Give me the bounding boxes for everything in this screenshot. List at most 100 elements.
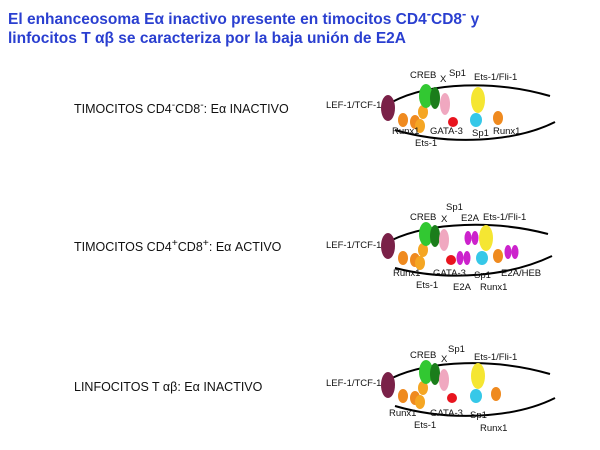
runx1-factor (398, 389, 408, 403)
title-alpha: α (154, 11, 164, 29)
title-sup: - (426, 6, 432, 21)
creb-factor (419, 222, 433, 246)
row-label-text: LINFOCITOS T (74, 380, 163, 394)
row-label-text: : Eα ACTIVO (208, 240, 282, 255)
gata3-factor (448, 117, 458, 127)
label-sp1-bottom: Sp1 (470, 410, 487, 421)
enhanceosome-diagram-2 (381, 222, 553, 277)
row-label-text: : Eα INACTIVO (177, 380, 263, 394)
e2a-factor (464, 231, 472, 245)
label-runx1-left: Runx1 (389, 408, 417, 419)
label-e2a-top: E2A (461, 213, 479, 224)
label-lef1-tcf1: LEF-1/TCF-1 (326, 378, 382, 389)
row-label-text: CD8 (177, 240, 203, 255)
enhanceosome-diagram-1 (381, 84, 556, 141)
gata3-factor (447, 393, 457, 403)
label-runx1-right: Runx1 (480, 282, 508, 293)
row-label-cd4pos-cd8pos: TIMOCITOS CD4+CD8+: Eα ACTIVO (74, 238, 281, 254)
row-label-sup: + (171, 238, 178, 249)
label-ets1-fli1: Ets-1/Fli-1 (483, 212, 527, 223)
label-creb: CREB (410, 212, 437, 223)
row-label-sup: + (202, 238, 209, 249)
lef1-tcf1-factor (381, 372, 395, 398)
label-sp1-top: Sp1 (449, 68, 466, 79)
label-e2a-bottom: E2A (453, 282, 471, 293)
lef1-tcf1-factor (381, 95, 395, 121)
dna-strand-bottom (394, 121, 556, 141)
e2a-heb-factor (511, 245, 519, 259)
dna-strand-bottom (394, 255, 553, 277)
row-label-text: : Eα INACTIVO (203, 102, 289, 117)
enhanceosome-panel-3: LEF-1/TCF-1 CREB X Sp1 Ets-1/Fli-1 Runx1… (320, 340, 590, 440)
label-runx1-right: Runx1 (493, 126, 521, 137)
title-text: y (466, 11, 480, 29)
label-sp1-bottom: Sp1 (474, 270, 491, 281)
enhanceosome-diagram-3 (381, 360, 556, 417)
x-factor (430, 363, 440, 385)
creb-factor (419, 360, 433, 384)
label-runx1-left: Runx1 (392, 126, 420, 137)
ets1-factor (418, 243, 428, 257)
sp1-blue-factor (476, 251, 488, 265)
e2a-factor (471, 231, 479, 245)
label-lef1-tcf1: LEF-1/TCF-1 (326, 240, 382, 251)
ets1-factor (418, 105, 428, 119)
runx1-factor (493, 249, 503, 263)
label-lef1-tcf1: LEF-1/TCF-1 (326, 100, 382, 111)
label-ets1-fli1: Ets-1/Fli-1 (474, 72, 518, 83)
sp1-blue-factor (470, 113, 482, 127)
label-creb: CREB (410, 350, 437, 361)
row-label-sup: - (200, 100, 204, 111)
x-factor (430, 87, 440, 109)
dna-strand-top (391, 84, 551, 103)
ets1-factor (418, 381, 428, 395)
label-ets1: Ets-1 (414, 420, 437, 431)
sp1-blue-factor (470, 389, 482, 403)
row-label-linfocitos: LINFOCITOS T αβ: Eα INACTIVO (74, 380, 262, 394)
runx1-factor (398, 251, 408, 265)
label-runx1-left: Runx1 (393, 268, 421, 279)
label-x: X (440, 74, 447, 85)
sp1-factor (440, 93, 450, 115)
enhanceosome-panel-1: LEF-1/TCF-1 CREB X Sp1 Ets-1/Fli-1 Runx1… (320, 64, 590, 164)
label-ets1: Ets-1 (415, 138, 438, 149)
runx1-factor (491, 387, 501, 401)
label-runx1-right: Runx1 (480, 423, 508, 434)
lef1-tcf1-factor (381, 233, 395, 259)
row-label-text: CD8 (175, 102, 201, 117)
label-x: X (441, 354, 448, 365)
dna-strand-top (391, 223, 549, 241)
row-label-text: TIMOCITOS CD4 (74, 240, 172, 255)
e2a-factor (463, 251, 471, 265)
sp1-factor (439, 229, 449, 251)
row-label-sup: - (171, 100, 176, 111)
title-text: El enhanceosoma E (8, 11, 155, 29)
label-sp1-bottom: Sp1 (472, 128, 489, 139)
ets1-fli1-factor (471, 363, 485, 389)
title-text: se caracteriza por la baja unión de E2A (113, 30, 406, 48)
slide-title: El enhanceosoma Eα inactivo presente en … (8, 4, 593, 48)
ets1-factor (415, 395, 425, 409)
title-sup: - (462, 6, 467, 21)
label-sp1-top: Sp1 (448, 344, 465, 355)
gata3-factor (446, 255, 456, 265)
label-sp1-top: Sp1 (446, 202, 463, 213)
label-gata3: GATA-3 (433, 268, 466, 279)
x-factor (430, 225, 440, 247)
title-text: linfocitos T (8, 30, 95, 48)
label-ets1: Ets-1 (416, 280, 439, 291)
ets1-factor (415, 256, 425, 270)
e2a-factor (456, 251, 464, 265)
ets1-fli1-factor (471, 87, 485, 113)
row-label-alphabeta: αβ (162, 380, 178, 394)
dna-strand-bottom (394, 397, 556, 417)
label-gata3: GATA-3 (430, 126, 463, 137)
label-e2a-heb: E2A/HEB (501, 268, 542, 279)
label-gata3: GATA-3 (430, 408, 463, 419)
label-ets1-fli1: Ets-1/Fli-1 (474, 352, 518, 363)
ets1-factor (415, 119, 425, 133)
e2a-heb-factor (504, 245, 512, 259)
title-text: CD8 (431, 11, 463, 29)
row-label-text: TIMOCITOS CD4 (74, 102, 172, 117)
dna-strand-top (391, 362, 551, 379)
